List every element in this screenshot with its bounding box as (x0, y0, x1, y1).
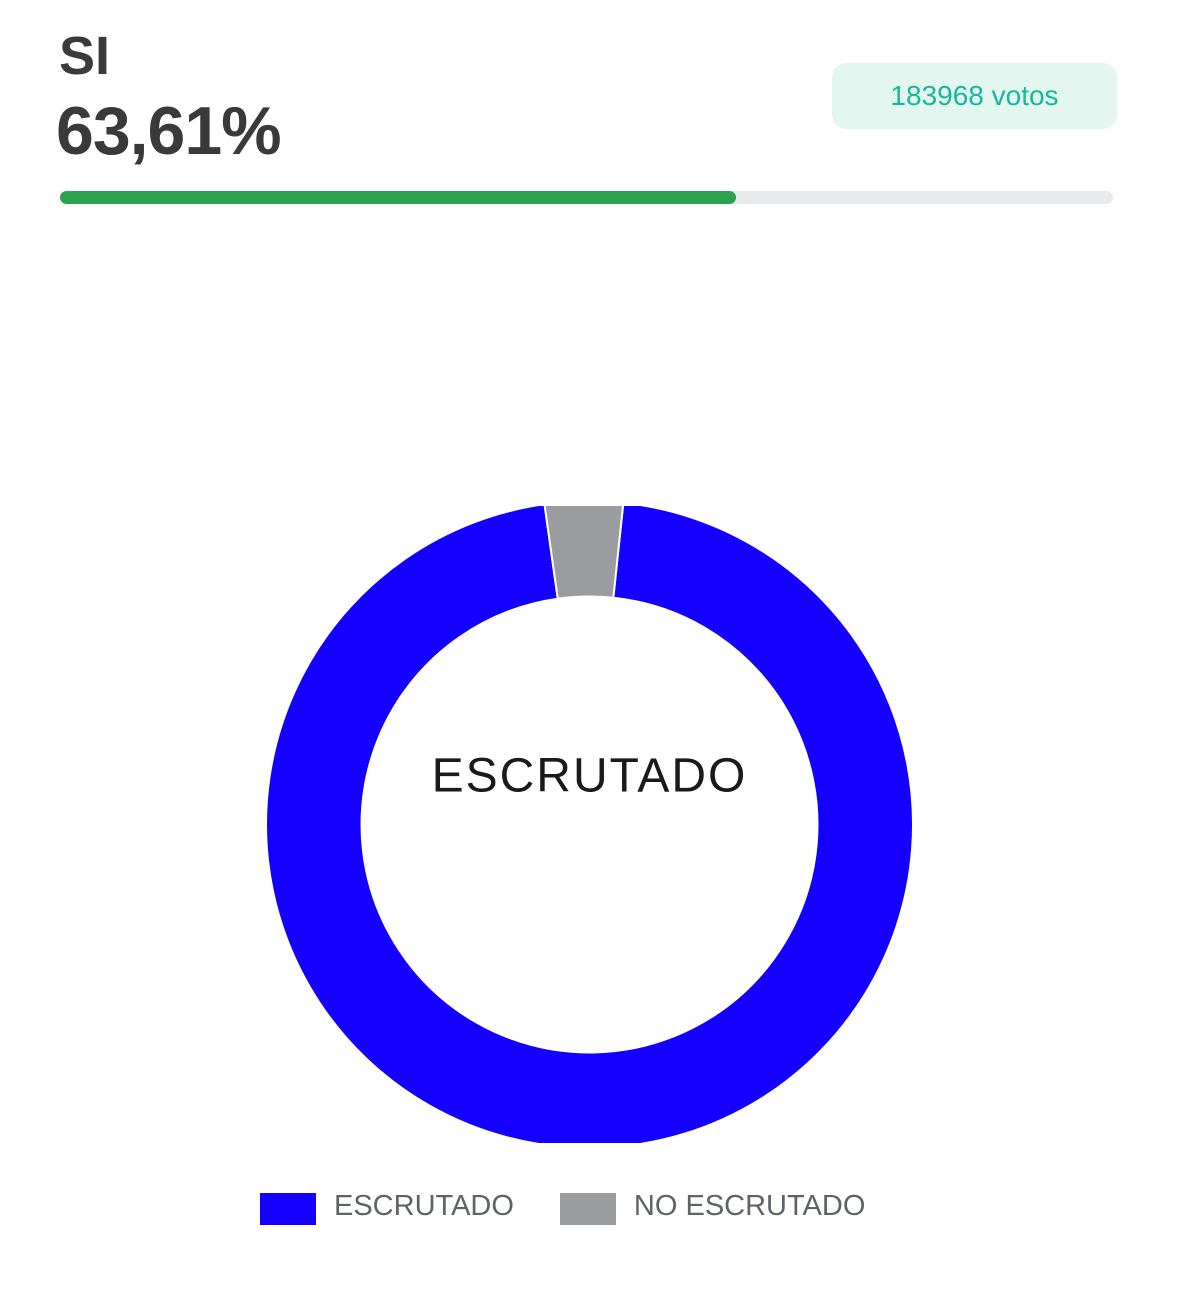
svg-text:ESCRUTADO: ESCRUTADO (432, 750, 748, 803)
